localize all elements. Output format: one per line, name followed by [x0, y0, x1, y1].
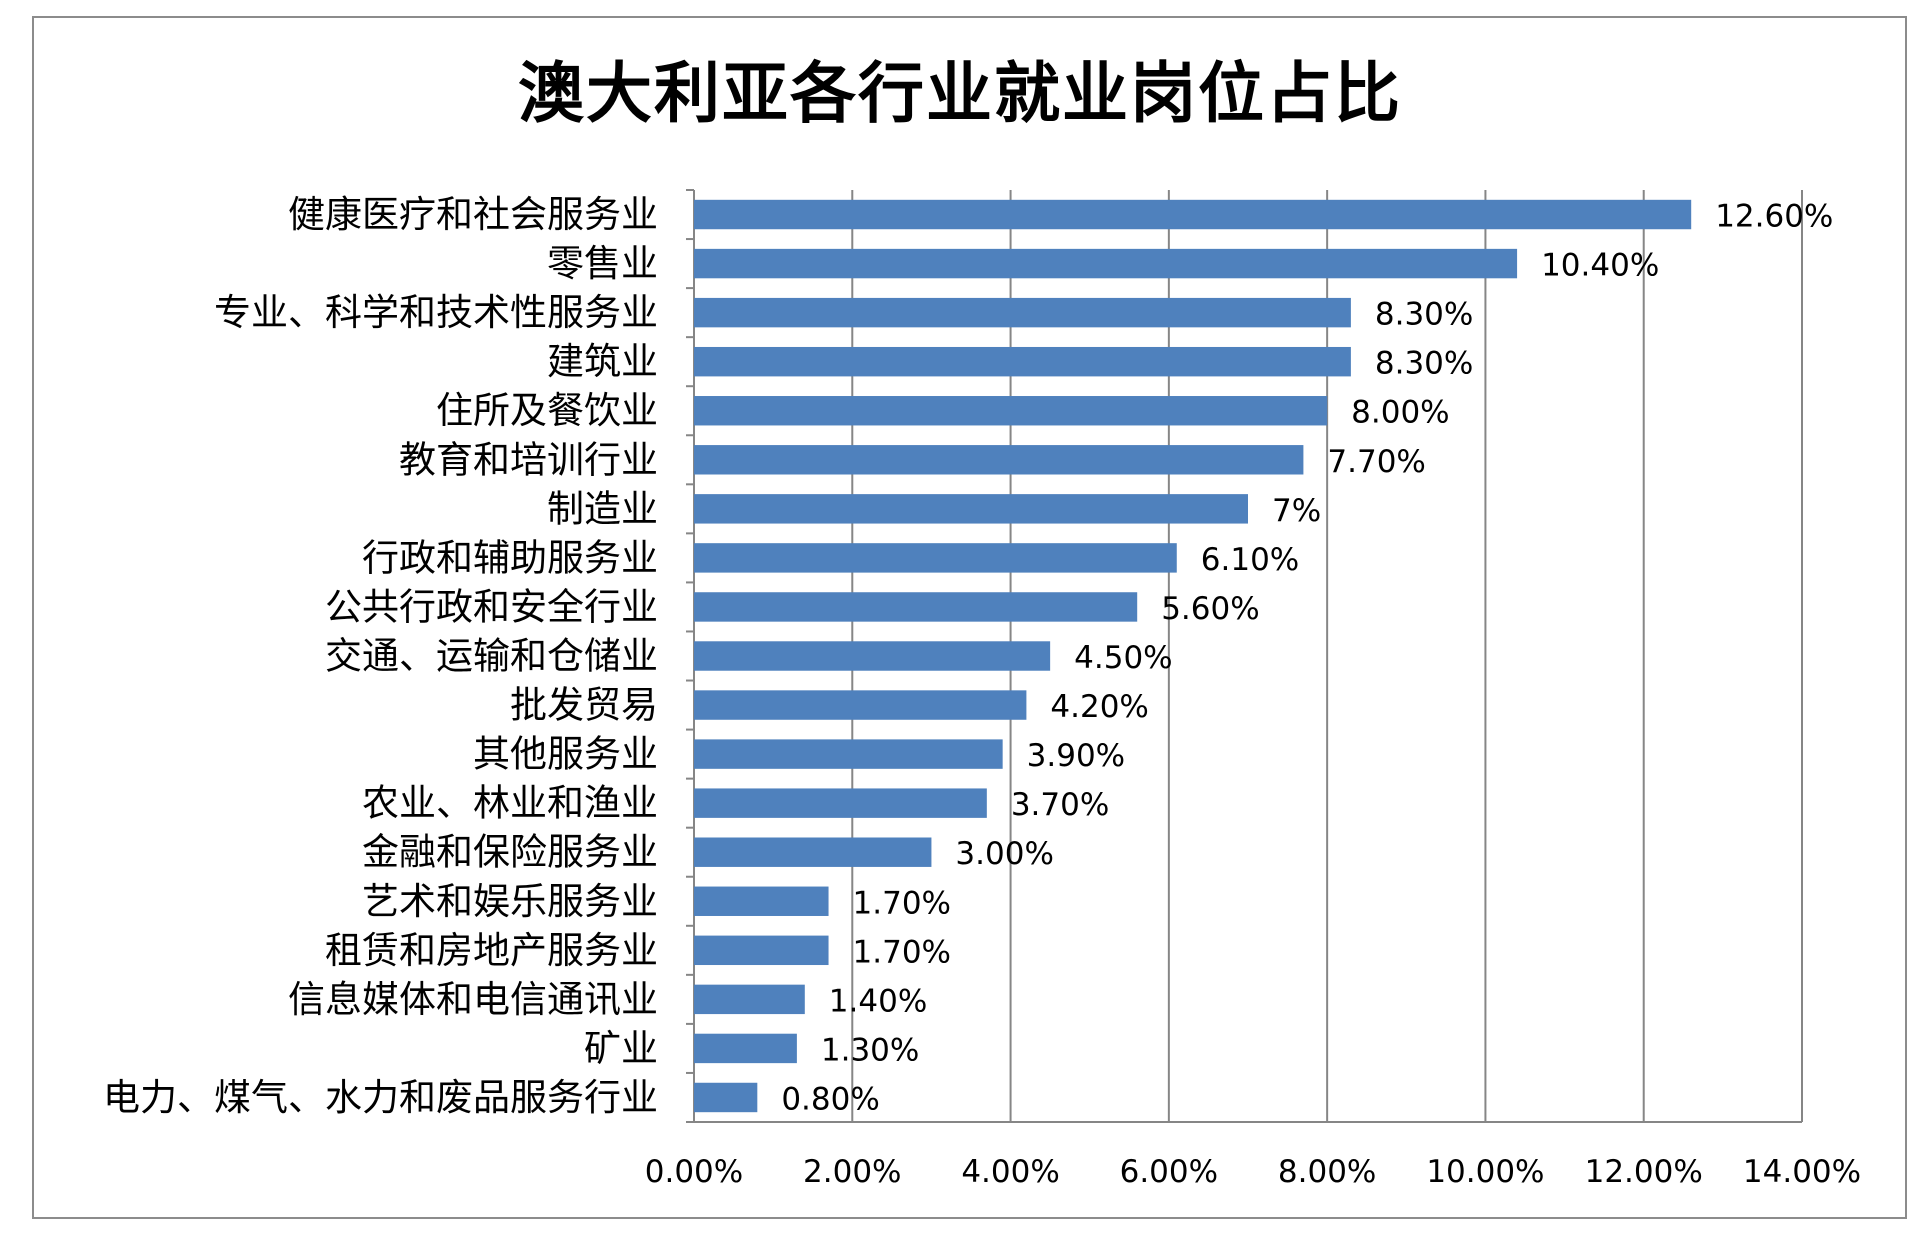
bar-3 [694, 346, 1351, 377]
category-label-8: 公共行政和安全行业 [325, 585, 658, 628]
data-label-13: 3.00% [955, 836, 1053, 872]
category-label-1: 零售业 [547, 242, 658, 285]
category-label-5: 教育和培训行业 [399, 438, 658, 481]
category-label-4: 住所及餐饮业 [436, 389, 658, 432]
category-label-14: 艺术和娱乐服务业 [362, 880, 658, 923]
category-label-17: 矿业 [584, 1027, 658, 1070]
category-label-6: 制造业 [547, 487, 658, 530]
bar-16 [694, 984, 805, 1015]
x-tick-label-0: 0.00% [645, 1154, 743, 1190]
data-label-11: 3.90% [1027, 738, 1125, 774]
x-tick-labels: 0.00% 2.00% 4.00% 6.00% 8.00% 10.00% 12.00% 14.… [645, 1154, 1861, 1190]
data-label-9: 4.50% [1074, 640, 1172, 676]
bar-18 [694, 1082, 758, 1113]
bar-9 [694, 641, 1051, 671]
category-label-2: 专业、科学和技术性服务业 [214, 291, 658, 334]
x-tick-label-2: 4.00% [961, 1154, 1059, 1190]
data-label-14: 1.70% [853, 885, 951, 921]
data-label-15: 1.70% [853, 934, 951, 970]
x-tick-label-7: 14.00% [1743, 1154, 1861, 1190]
category-label-7: 行政和辅助服务业 [362, 536, 658, 579]
data-label-1: 10.40% [1541, 248, 1659, 284]
category-label-15: 租赁和房地产服务业 [325, 929, 658, 972]
bar-14 [694, 886, 829, 916]
category-label-12: 农业、林业和渔业 [362, 782, 658, 825]
data-labels: 12.60% 10.40% 8.30% 8.30% 8.00% 7.70%7% 6.10% 5… [781, 199, 1833, 1118]
category-label-10: 批发贸易 [510, 684, 658, 727]
bar-5 [694, 445, 1304, 475]
data-label-0: 12.60% [1715, 199, 1833, 235]
bar-7 [694, 543, 1177, 573]
bar-11 [694, 739, 1003, 769]
data-label-3: 8.30% [1375, 346, 1473, 382]
bars [694, 199, 1692, 1113]
bar-8 [694, 592, 1138, 622]
category-label-0: 健康医疗和社会服务业 [288, 193, 658, 236]
data-label-10: 4.20% [1050, 689, 1148, 725]
category-label-3: 建筑业 [547, 340, 658, 383]
bar-13 [694, 837, 932, 867]
bar-6 [694, 494, 1248, 524]
bar-17 [694, 1033, 797, 1064]
data-label-17: 1.30% [821, 1032, 919, 1068]
bar-0 [694, 199, 1692, 230]
category-label-16: 信息媒体和电信通讯业 [288, 978, 658, 1021]
data-label-18: 0.80% [781, 1081, 879, 1117]
bar-15 [694, 935, 829, 966]
bar-4 [694, 396, 1328, 426]
chart-title: 澳大利亚各行业就业岗位占比 [518, 54, 1402, 132]
x-tick-label-3: 6.00% [1120, 1154, 1218, 1190]
bar-2 [694, 297, 1351, 328]
category-label-13: 金融和保险服务业 [362, 831, 658, 874]
data-label-8: 5.60% [1161, 591, 1259, 627]
data-label-16: 1.40% [829, 983, 927, 1019]
data-label-6: 7% [1272, 493, 1321, 529]
bar-1 [694, 248, 1518, 279]
x-tick-label-6: 12.00% [1585, 1154, 1703, 1190]
category-labels: 健康医疗和社会服务业零售业专业、科学和技术性服务业建筑业住所及餐饮业教育和培训行… [103, 193, 658, 1119]
category-label-9: 交通、运输和仓储业 [325, 635, 658, 678]
x-tick-label-4: 8.00% [1278, 1154, 1376, 1190]
bar-12 [694, 788, 987, 818]
category-label-18: 电力、煤气、水力和废品服务行业 [103, 1076, 658, 1119]
data-label-2: 8.30% [1375, 297, 1473, 333]
x-tick-label-1: 2.00% [803, 1154, 901, 1190]
data-label-7: 6.10% [1201, 542, 1299, 578]
x-tick-label-5: 10.00% [1426, 1154, 1544, 1190]
data-label-12: 3.70% [1011, 787, 1109, 823]
bar-10 [694, 690, 1027, 720]
data-label-5: 7.70% [1327, 444, 1425, 480]
data-label-4: 8.00% [1351, 395, 1449, 431]
category-label-11: 其他服务业 [473, 733, 658, 776]
